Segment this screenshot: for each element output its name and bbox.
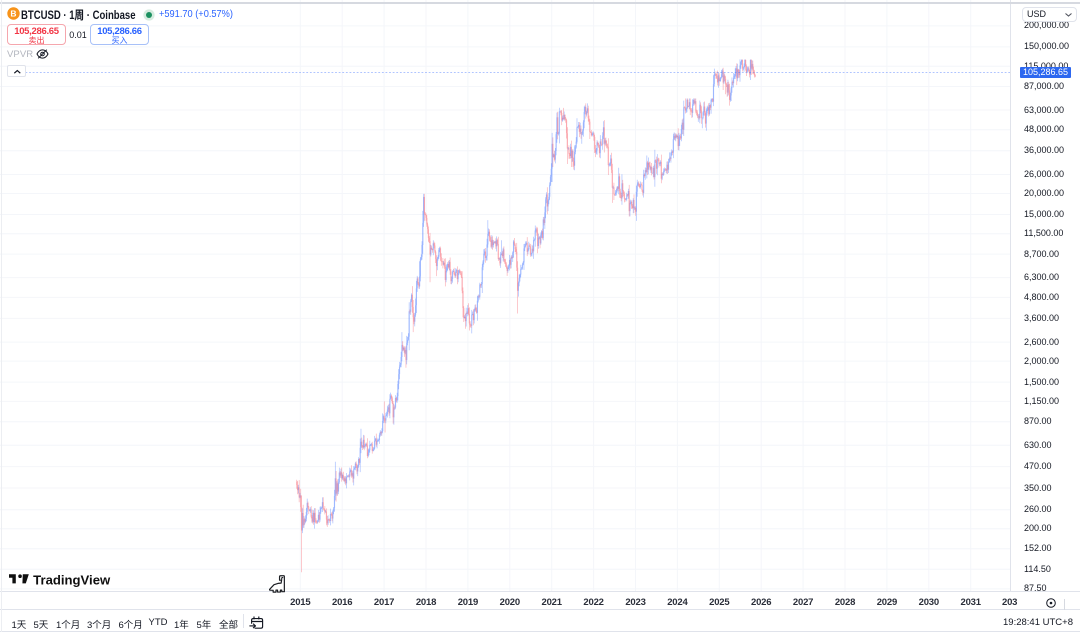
svg-text:TradingView: TradingView (33, 573, 111, 588)
svg-text:B: B (10, 8, 16, 18)
